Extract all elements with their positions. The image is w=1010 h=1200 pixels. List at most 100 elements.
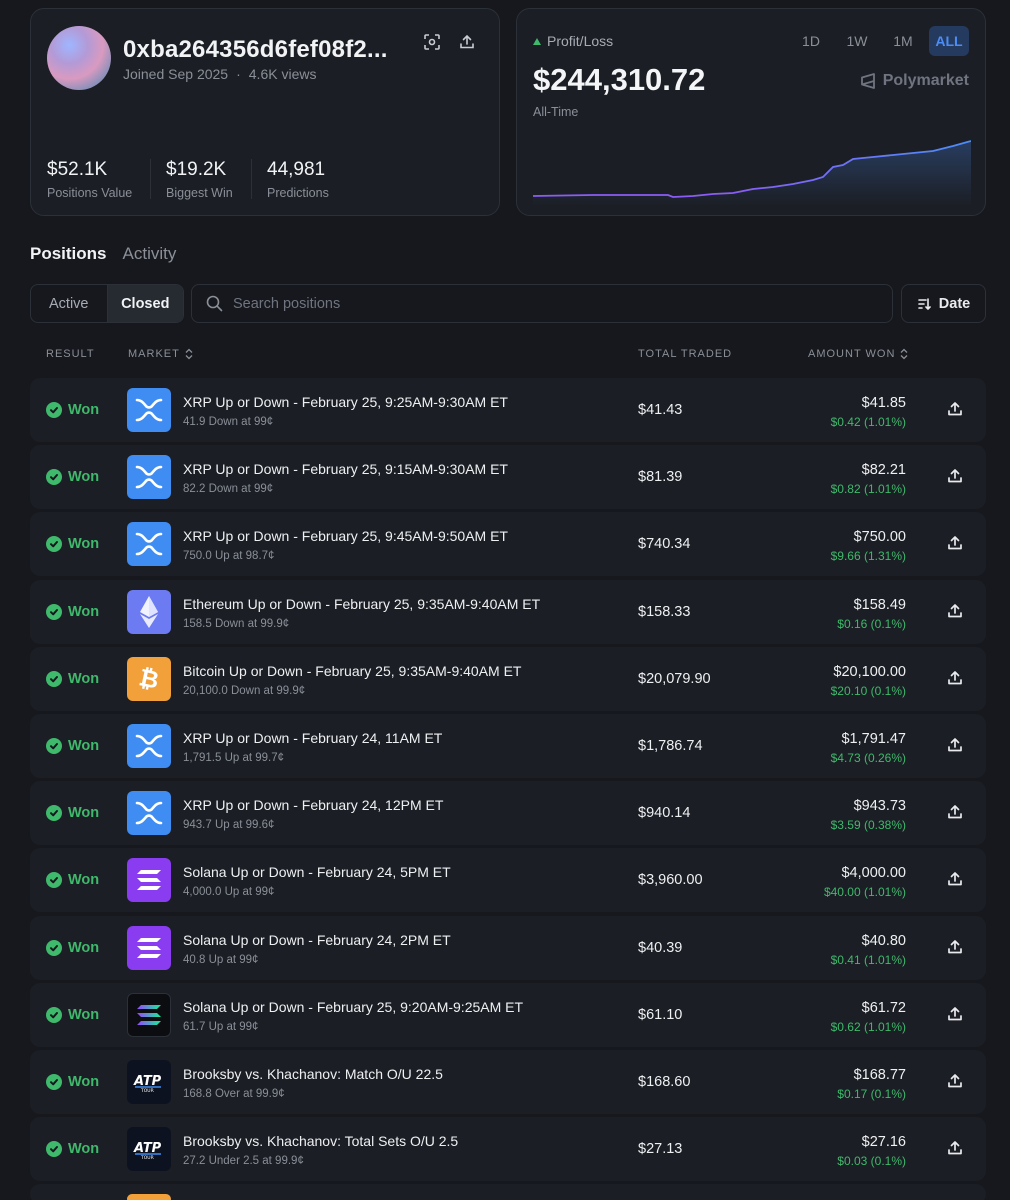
amount-won: $750.00 [853,529,906,546]
share-icon[interactable] [946,400,964,418]
header-amount-won[interactable]: AMOUNT WON [808,348,909,360]
market-title[interactable]: XRP Up or Down - February 24, 12PM ET [183,797,444,814]
amount-won: $82.21 [861,462,906,479]
result-label: Won [68,737,100,754]
amount-gain: $0.41 (1.01%) [830,952,906,967]
total-traded: $3,960.00 [638,872,703,889]
eth-logo[interactable] [127,589,171,634]
share-icon[interactable] [946,534,964,552]
xrp-logo[interactable] [127,791,171,836]
amount-won: $1,791.47 [841,730,906,747]
check-circle-icon [46,737,62,754]
header-market[interactable]: MARKET [128,348,194,360]
market-subtitle: 168.8 Over at 99.9¢ [183,1087,285,1100]
range-1m[interactable]: 1M [893,33,913,49]
market-title[interactable]: Brooksby vs. Khachanov: Match O/U 22.5 [183,1065,443,1082]
market-title[interactable]: Solana Up or Down - February 24, 5PM ET [183,864,451,881]
check-circle-icon [46,1073,62,1090]
atp-logo[interactable]: ATP TOUR [127,1127,171,1172]
pnl-label: Profit/Loss [533,33,613,49]
table-row[interactable]: Won Solana Up or Down - February 24, 2PM… [30,915,986,980]
amount-gain: $0.17 (0.1%) [837,1086,906,1101]
table-row[interactable]: Won XRP Up or Down - February 24, 11AM E… [30,713,986,778]
sol-logo[interactable] [127,858,171,903]
amount-gain: $40.00 (1.01%) [823,885,906,900]
table-row[interactable]: Won ATP TOUR Brooksby vs. Khachanov: Matc… [30,1049,986,1114]
share-icon[interactable] [946,669,964,687]
stat-value: $19.2K [166,159,227,180]
share-icon[interactable] [946,1072,964,1090]
share-icon[interactable] [946,602,964,620]
search-input[interactable] [233,295,833,312]
result-cell: Won [46,916,99,980]
market-title[interactable]: XRP Up or Down - February 24, 11AM ET [183,729,443,746]
status-toggle: Active Closed [30,284,184,323]
xrp-logo[interactable] [127,522,171,567]
sort-button[interactable]: Date [901,284,986,323]
table-row[interactable]: Won Solana Up or Down - February 24, 5PM… [30,848,986,913]
share-icon[interactable] [946,938,964,956]
search-icon [206,295,223,312]
range-1w[interactable]: 1W [846,33,868,49]
check-circle-icon [46,402,62,418]
market-title[interactable]: XRP Up or Down - February 25, 9:45AM-9:5… [183,528,508,545]
table-row[interactable]: Won XRP Up or Down - February 24, 12PM E… [30,781,986,846]
table-row[interactable] [30,1184,986,1200]
joined-date: Joined Sep 2025 [123,66,229,82]
header-amount-won-label: AMOUNT WON [808,348,896,360]
table-row[interactable]: Won Ethereum Up or Down - February 25, 9… [30,579,986,644]
table-row[interactable]: Won XRP Up or Down - February 25, 9:15AM… [30,445,986,510]
profile-meta: Joined Sep 2025 · 4.6K views [123,66,316,82]
market-title[interactable]: XRP Up or Down - February 25, 9:15AM-9:3… [183,461,508,478]
xrp-logo[interactable] [127,723,171,768]
market-title[interactable]: Ethereum Up or Down - February 25, 9:35A… [183,595,541,612]
market-subtitle: 4,000.0 Up at 99¢ [183,886,275,899]
amount-won: $158.49 [853,596,906,613]
amount-gain: $0.62 (1.01%) [830,1019,906,1034]
tab-activity[interactable]: Activity [122,244,177,263]
share-icon[interactable] [456,31,478,53]
atp-logo[interactable]: ATP TOUR [127,1059,171,1104]
market-subtitle: 20,100.0 Down at 99.9¢ [183,684,306,697]
amount-gain: $0.82 (1.01%) [830,482,906,497]
tab-positions[interactable]: Positions [30,244,107,263]
check-circle-icon [46,603,62,620]
scan-icon[interactable] [421,31,443,53]
amount-won: $61.72 [861,999,906,1016]
table-row[interactable]: Won Solana Up or Down - February 25, 9:2… [30,982,986,1047]
range-1d[interactable]: 1D [802,33,820,49]
xrp-logo[interactable] [127,455,171,500]
avatar[interactable] [47,26,111,90]
table-row[interactable]: Won ATP TOUR Brooksby vs. Khachanov: Tota… [30,1117,986,1182]
market-title[interactable]: Brooksby vs. Khachanov: Total Sets O/U 2… [183,1133,459,1150]
share-icon[interactable] [946,1139,964,1157]
toggle-active[interactable]: Active [49,295,89,312]
profile-username[interactable]: 0xba264356d6fef08f2... [123,36,388,63]
share-icon[interactable] [946,1005,964,1023]
market-title[interactable]: Bitcoin Up or Down - February 25, 9:35AM… [183,662,522,679]
sol-dark-logo[interactable] [127,992,171,1037]
market-subtitle: 27.2 Under 2.5 at 99.9¢ [183,1155,304,1168]
share-icon[interactable] [946,803,964,821]
share-icon[interactable] [946,736,964,754]
check-circle-icon [46,939,62,956]
result-cell: Won [46,714,99,778]
table-row[interactable]: Won XRP Up or Down - February 25, 9:45AM… [30,512,986,577]
market-title[interactable]: XRP Up or Down - February 25, 9:25AM-9:3… [183,394,508,410]
range-all[interactable]: ALL [929,26,969,56]
result-label: Won [68,872,100,889]
sol-logo[interactable] [127,925,171,970]
market-title[interactable]: Solana Up or Down - February 25, 9:20AM-… [183,998,524,1015]
share-icon[interactable] [946,870,964,888]
market-title[interactable]: Solana Up or Down - February 24, 2PM ET [183,931,451,948]
pnl-line [533,140,971,198]
xrp-logo[interactable] [127,388,171,432]
btc-logo[interactable]: ₿ [127,656,171,701]
table-row[interactable]: Won XRP Up or Down - February 25, 9:25AM… [30,378,986,442]
pnl-chart [533,140,971,207]
toggle-closed[interactable]: Closed [106,285,183,322]
table-row[interactable]: Won ₿ Bitcoin Up or Down - February 25, … [30,646,986,711]
total-traded: $1,786.74 [638,737,703,754]
total-traded: $940.14 [638,805,691,822]
share-icon[interactable] [946,467,964,485]
